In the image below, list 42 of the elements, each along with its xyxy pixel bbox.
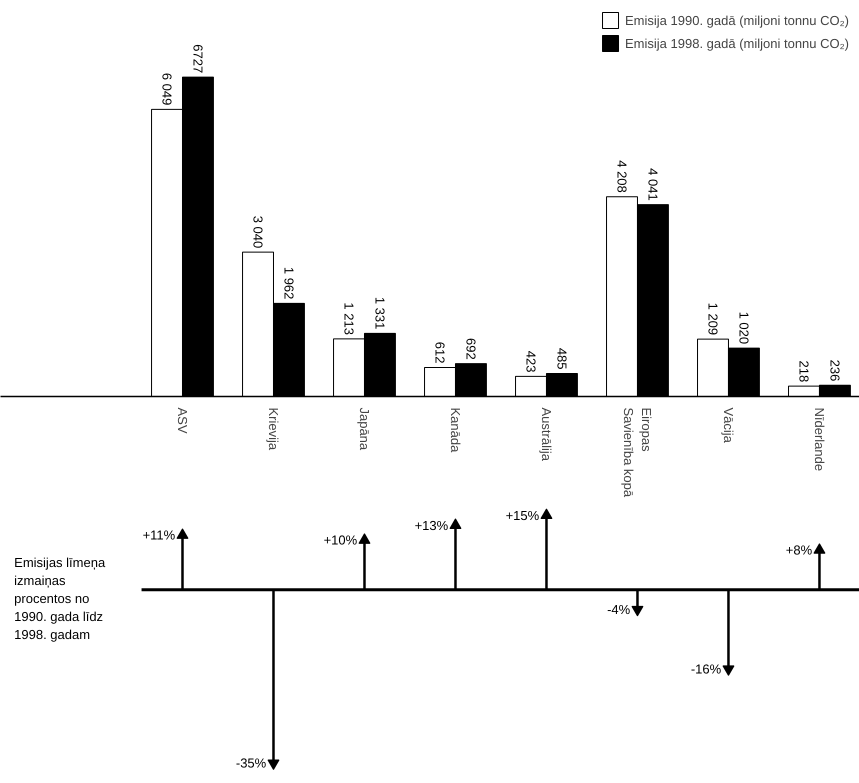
point bbox=[358, 533, 370, 544]
data-label: +10% bbox=[324, 532, 358, 548]
data-label: 485 bbox=[554, 348, 570, 370]
data-label: 218 bbox=[796, 360, 812, 382]
data-label: 1 209 bbox=[705, 302, 720, 336]
point bbox=[813, 543, 826, 554]
x-tick-label: Eiropas Savienība kopā bbox=[620, 408, 654, 498]
x-tick-label: Nīderlande bbox=[812, 408, 827, 472]
data-label: 692 bbox=[463, 338, 478, 360]
data-label: +13% bbox=[414, 518, 449, 533]
data-label: 6 049 bbox=[160, 72, 175, 106]
point bbox=[722, 665, 734, 676]
x-tick-label: Krievija bbox=[266, 408, 281, 451]
data-label: 1 213 bbox=[342, 302, 357, 335]
data-label: 6727 bbox=[190, 44, 206, 74]
data-label: +8% bbox=[786, 542, 813, 558]
x-tick-label: Vācija bbox=[720, 408, 736, 444]
data-label: 1 020 bbox=[736, 312, 752, 344]
data-label: 1 331 bbox=[372, 296, 388, 330]
data-label: 236 bbox=[827, 360, 842, 382]
data-label: 4 208 bbox=[614, 160, 630, 193]
x-tick-label: Japāna bbox=[356, 408, 372, 451]
data-label: -4% bbox=[607, 602, 631, 618]
data-label: 423 bbox=[524, 350, 539, 372]
x-tick-label: ASV bbox=[174, 408, 190, 434]
x-tick-label: Kanāda bbox=[448, 408, 463, 454]
data-label: 612 bbox=[432, 342, 448, 364]
data-label: +15% bbox=[506, 508, 540, 523]
data-label: +11% bbox=[142, 528, 176, 543]
data-label: 1 962 bbox=[281, 266, 296, 300]
data-label: -35% bbox=[236, 756, 267, 771]
data-label: 3 040 bbox=[250, 216, 266, 248]
point bbox=[540, 508, 552, 520]
legend-label: Emisija 1990. gadā (miljoni tonnu CO₂) bbox=[625, 12, 849, 28]
legend-label: Emisija 1998. gadā (miljoni tonnu CO₂) bbox=[625, 36, 849, 50]
x-tick-label: Austrālija bbox=[538, 408, 554, 462]
point bbox=[176, 528, 188, 539]
data-label: 4 041 bbox=[645, 168, 660, 201]
point bbox=[267, 759, 280, 770]
point bbox=[449, 518, 462, 529]
y-axis-title: Emisijas līmeņa izmaiņas procentos no 1990. gada līdz 1998. gadam bbox=[14, 555, 106, 642]
data-label: -16% bbox=[690, 661, 722, 676]
